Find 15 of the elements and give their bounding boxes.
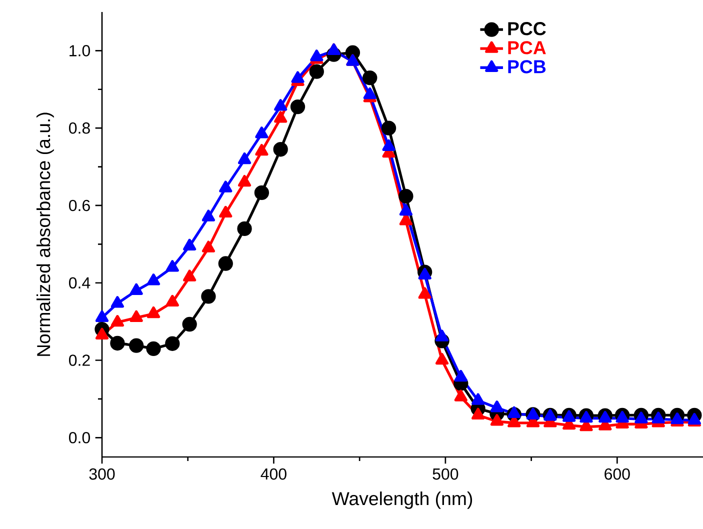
legend-label: PCC	[508, 22, 546, 36]
x-tick-label: 600	[604, 468, 630, 480]
legend-label: PCA	[508, 41, 546, 54]
x-tick-label: 500	[432, 468, 458, 480]
legend-label: PCB	[508, 60, 546, 74]
y-tick-label: 1.0	[70, 45, 90, 56]
y-axis-title: Normalized absorbance (a.u.)	[36, 112, 54, 356]
y-tick-label: 0.6	[69, 200, 90, 212]
y-tick-label: 0.8	[69, 122, 90, 134]
y-tick-label: 0.2	[69, 354, 90, 366]
x-tick-label: 300	[89, 468, 115, 480]
y-tick-label: 0.4	[69, 277, 90, 289]
y-tick-label: 0.0	[69, 432, 90, 444]
x-tick-label: 400	[260, 468, 286, 480]
x-axis-title: Wavelength (nm)	[332, 492, 472, 509]
